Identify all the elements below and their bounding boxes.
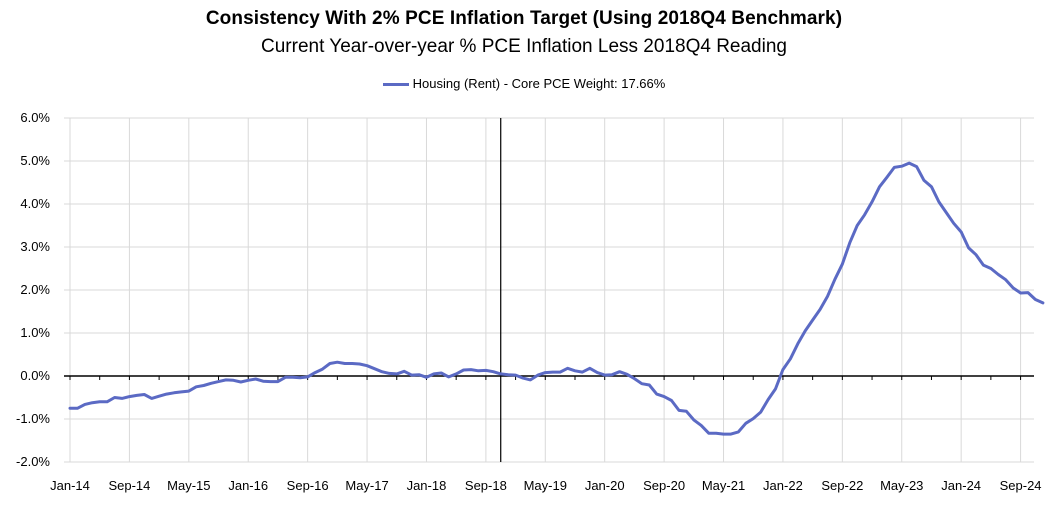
x-tick-label: Jan-16 xyxy=(228,478,268,493)
x-tick-label: Sep-22 xyxy=(821,478,863,493)
y-tick-label: 2.0% xyxy=(20,282,50,297)
x-tick-label: Jan-24 xyxy=(941,478,981,493)
series-line-housing-rent xyxy=(68,161,1045,436)
x-tick-label: Sep-18 xyxy=(465,478,507,493)
y-tick-label: -2.0% xyxy=(16,454,50,469)
y-tick-label: 4.0% xyxy=(20,196,50,211)
x-tick-label: Sep-16 xyxy=(287,478,329,493)
legend-swatch xyxy=(382,83,409,87)
y-tick-label: 1.0% xyxy=(20,325,50,340)
y-tick-label: 0.0% xyxy=(20,368,50,383)
x-tick-label: Sep-14 xyxy=(108,478,150,493)
x-tick-label: Jan-18 xyxy=(407,478,447,493)
y-tick-label: 5.0% xyxy=(20,153,50,168)
x-tick-label: Jan-22 xyxy=(763,478,803,493)
x-tick-label: Jan-14 xyxy=(50,478,90,493)
x-tick-label: Sep-20 xyxy=(643,478,685,493)
x-tick-label: May-17 xyxy=(345,478,388,493)
x-tick-label: May-19 xyxy=(524,478,567,493)
x-tick-label: May-21 xyxy=(702,478,745,493)
y-tick-label: 6.0% xyxy=(20,110,50,125)
chart-title: Consistency With 2% PCE Inflation Target… xyxy=(205,8,843,29)
x-tick-label: Sep-24 xyxy=(1000,478,1042,493)
x-tick-label: May-23 xyxy=(880,478,923,493)
legend-label: Housing (Rent) - Core PCE Weight: 17.66% xyxy=(412,76,666,91)
y-tick-label: -1.0% xyxy=(16,411,50,426)
x-tick-label: Jan-20 xyxy=(585,478,625,493)
legend: Housing (Rent) - Core PCE Weight: 17.66% xyxy=(0,76,1048,91)
x-tick-label: May-15 xyxy=(167,478,210,493)
y-tick-label: 3.0% xyxy=(20,239,50,254)
chart-subtitle: Current Year-over-year % PCE Inflation L… xyxy=(261,36,787,57)
